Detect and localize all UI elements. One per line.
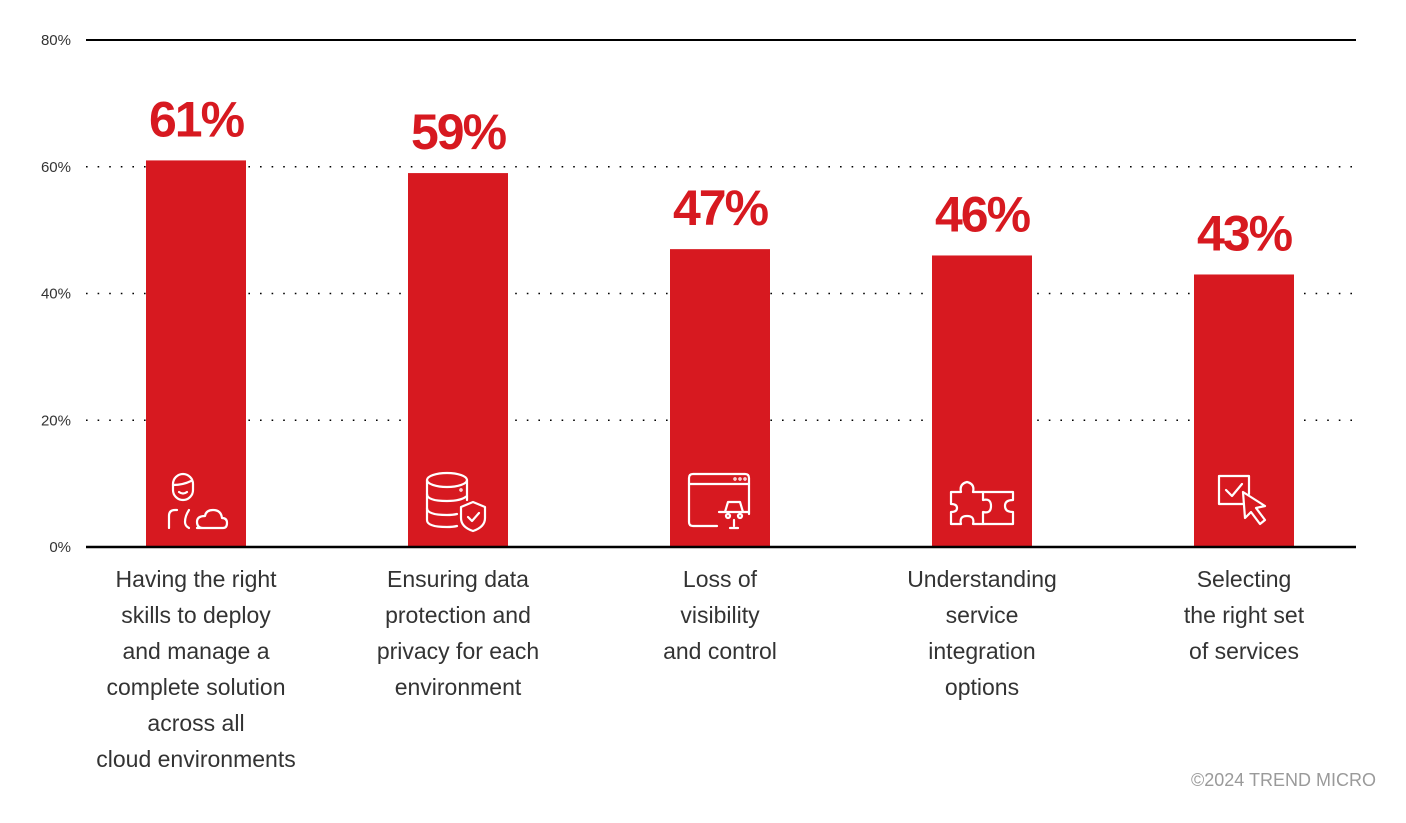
category-label: Understanding service integration option… (907, 566, 1057, 700)
y-tick-label: 80% (41, 32, 71, 49)
y-tick-label: 60% (41, 159, 71, 176)
browser-spy-icon (685, 470, 755, 534)
bar (408, 173, 508, 547)
database-shield-icon (423, 470, 493, 534)
y-tick-label: 20% (41, 412, 71, 429)
value-label: 43% (1197, 205, 1293, 261)
gridlines (86, 39, 1356, 422)
value-label: 59% (411, 104, 507, 160)
category-label: Selecting the right set of services (1183, 566, 1305, 664)
category-label: Loss of visibility and control (663, 566, 777, 664)
category-label: Having the right skills to deploy and ma… (96, 566, 296, 772)
copyright-footer: ©2024 TREND MICRO (1191, 770, 1376, 790)
y-axis-ticks: 0% 20% 40% 60% 80% (41, 32, 71, 556)
value-label: 46% (935, 186, 1031, 242)
bars (146, 160, 1294, 547)
value-labels: 61% 59% 47% 46% 43% (149, 91, 1295, 261)
category-label: Ensuring data protection and privacy for… (376, 566, 540, 700)
value-label: 47% (673, 180, 769, 236)
bar (146, 160, 246, 547)
checkbox-cursor-icon (1209, 470, 1279, 534)
puzzle-icon (947, 470, 1017, 534)
bar (670, 249, 770, 547)
y-tick-label: 40% (41, 286, 71, 303)
person-cloud-icon (161, 470, 231, 534)
y-tick-label: 0% (49, 539, 71, 556)
value-label: 61% (149, 91, 245, 147)
